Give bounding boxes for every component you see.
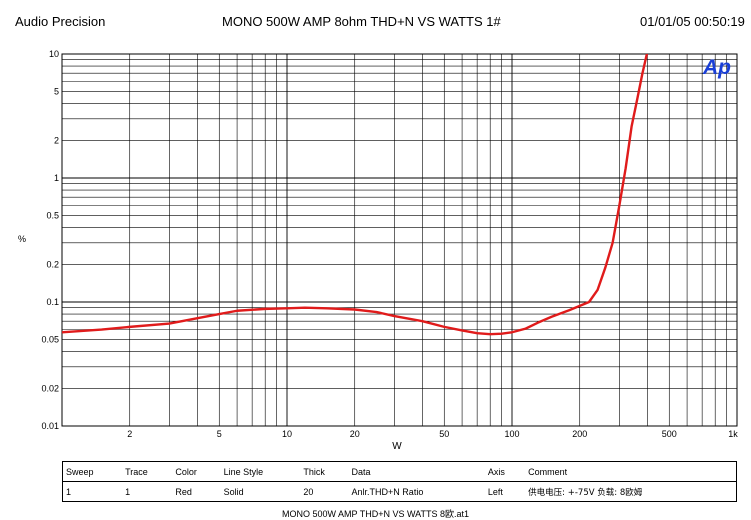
- y-tick-label: 2: [54, 136, 59, 146]
- ap-logo: Ap: [702, 56, 731, 79]
- y-tick-label: 0.01: [41, 421, 59, 431]
- y-tick-labels: 0.01 0.02 0.05 0.1 0.2 0.5 1 2 5 10: [41, 49, 59, 431]
- y-tick-label: 5: [54, 86, 59, 96]
- legend-cell-thick: 20: [300, 481, 349, 502]
- x-tick-label: 50: [439, 429, 449, 439]
- x-tick-labels: 2 5 10 20 50 100 200 500 1k: [127, 429, 738, 439]
- legend-cell-axis: Left: [484, 481, 526, 502]
- y-axis-label: %: [18, 234, 26, 244]
- x-tick-label: 20: [350, 429, 360, 439]
- y-tick-label: 0.2: [46, 260, 59, 270]
- file-name-footer: MONO 500W AMP THD+N VS WATTS 8欧.at1: [282, 509, 469, 519]
- y-tick-label: 1: [54, 173, 59, 183]
- legend-col-comment: Comment: [525, 461, 738, 482]
- legend-col-color: Color: [172, 461, 221, 482]
- timestamp: 01/01/05 00:50:19: [640, 14, 745, 29]
- legend-cell-sweep: 1: [62, 481, 123, 502]
- x-tick-label: 100: [504, 429, 519, 439]
- x-tick-label: 2: [127, 429, 132, 439]
- x-tick-label: 10: [282, 429, 292, 439]
- legend-col-line-style: Line Style: [220, 461, 301, 482]
- series-line-1: [62, 54, 649, 336]
- chart-title: MONO 500W AMP 8ohm THD+N VS WATTS 1#: [222, 14, 501, 29]
- x-tick-label: 200: [572, 429, 587, 439]
- legend-col-sweep: Sweep: [62, 461, 123, 482]
- x-tick-label: 500: [662, 429, 677, 439]
- legend-cell-comment: 供电电压: +-75V 负载: 8欧姆: [525, 481, 738, 502]
- y-tick-label: 10: [49, 49, 59, 59]
- x-axis-label: W: [392, 441, 402, 452]
- legend-table: Sweep Trace Color Line Style Thick Data …: [62, 461, 738, 502]
- legend-row: 1 1 Red Solid 20 Anlr.THD+N Ratio Left 供…: [62, 481, 738, 502]
- legend-col-axis: Axis: [484, 461, 526, 482]
- grid-lines: [62, 54, 737, 426]
- legend-cell-color: Red: [172, 481, 221, 502]
- series-layer: [62, 54, 649, 336]
- legend-cell-trace: 1: [122, 481, 173, 502]
- legend-cell-line-style: Solid: [220, 481, 301, 502]
- y-tick-label: 0.1: [46, 297, 59, 307]
- legend-col-trace: Trace: [122, 461, 173, 482]
- legend-col-data: Data: [348, 461, 485, 482]
- legend-cell-data: Anlr.THD+N Ratio: [348, 481, 485, 502]
- legend-col-thick: Thick: [300, 461, 349, 482]
- x-tick-label: 5: [217, 429, 222, 439]
- y-tick-label: 0.05: [41, 334, 59, 344]
- thd-plot: 0.01 0.02 0.05 0.1 0.2 0.5 1 2 5 10 2 5 10 20 50 100 20…: [18, 49, 738, 452]
- y-tick-label: 0.5: [46, 210, 59, 220]
- legend-header-row: Sweep Trace Color Line Style Thick Data …: [62, 461, 738, 482]
- plot-area: [61, 53, 738, 427]
- brand-label: Audio Precision: [15, 14, 106, 29]
- x-tick-label: 1k: [728, 429, 738, 439]
- y-tick-label: 0.02: [41, 384, 59, 394]
